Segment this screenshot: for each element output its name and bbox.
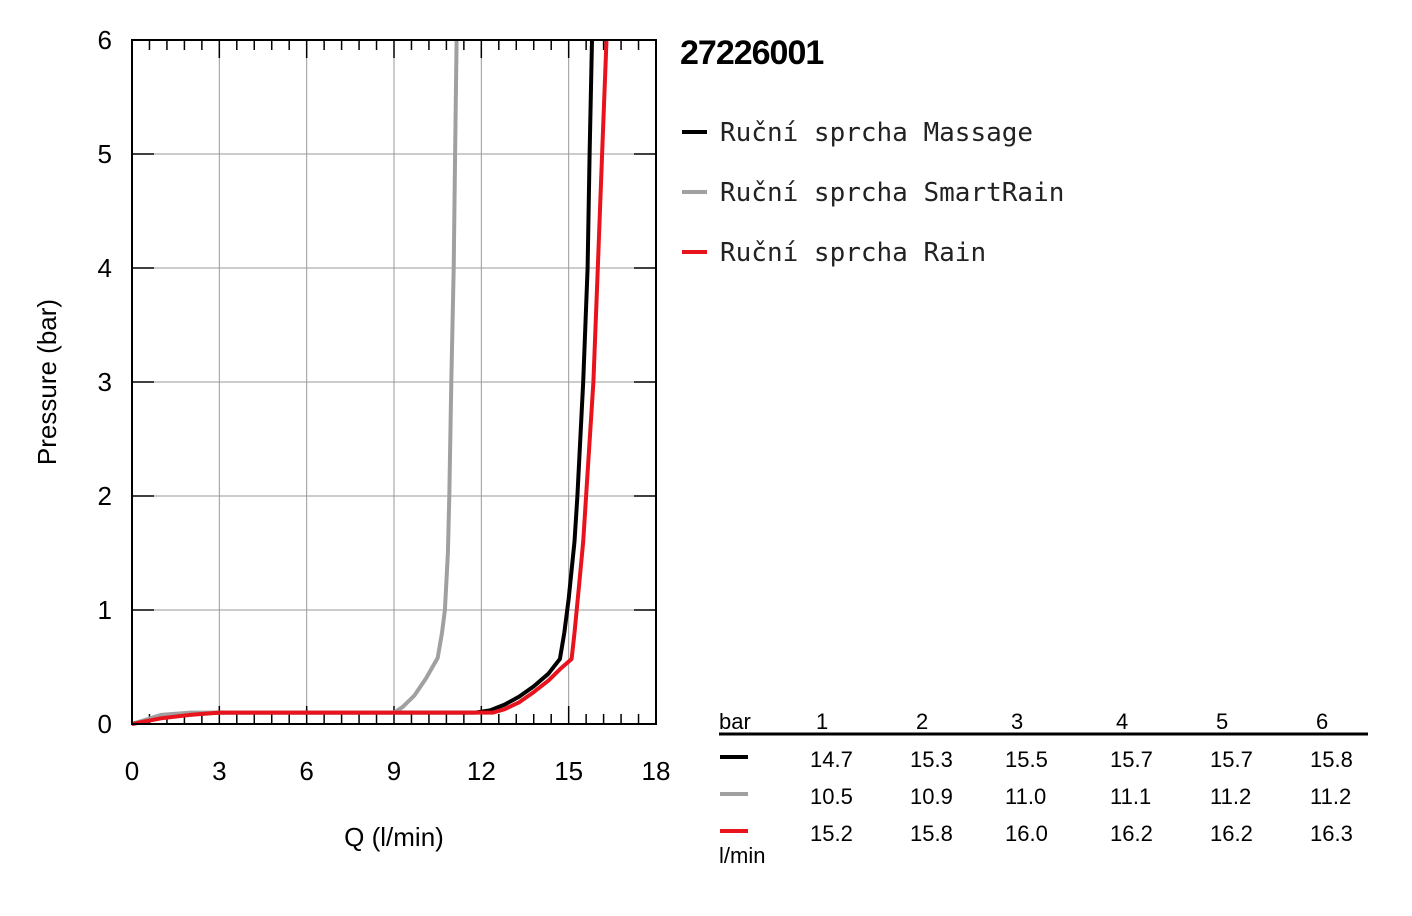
y-tick-label: 6 xyxy=(98,25,112,55)
table-cell: 10.5 xyxy=(810,784,853,809)
y-tick-label: 0 xyxy=(98,709,112,739)
table-cell: 16.2 xyxy=(1110,821,1153,846)
series-line xyxy=(131,39,609,726)
y-tick-label: 4 xyxy=(98,253,112,283)
table-column-header: 5 xyxy=(1216,709,1228,734)
legend-label: Ruční sprcha Massage xyxy=(720,118,1033,148)
table-cell: 10.9 xyxy=(910,784,953,809)
chart-title: 27226001 xyxy=(680,34,823,72)
y-tick-label: 5 xyxy=(98,139,112,169)
table-column-header: 4 xyxy=(1116,709,1128,734)
table-header-label: bar xyxy=(719,709,751,734)
table-cell: 11.0 xyxy=(1005,784,1046,809)
table-cell: 11.2 xyxy=(1210,784,1251,809)
x-tick-label: 0 xyxy=(125,756,139,786)
x-tick-label: 12 xyxy=(467,756,496,786)
table-cell: 15.2 xyxy=(810,821,853,846)
table-cell: 15.5 xyxy=(1005,747,1048,772)
table-cell: 15.8 xyxy=(1310,747,1353,772)
x-tick-label: 3 xyxy=(212,756,226,786)
table-cell: 15.8 xyxy=(910,821,953,846)
table-column-header: 2 xyxy=(916,709,928,734)
legend-label: Ruční sprcha SmartRain xyxy=(720,178,1064,208)
y-tick-label: 1 xyxy=(98,595,112,625)
legend-label: Ruční sprcha Rain xyxy=(720,238,986,268)
x-axis-label: Q (l/min) xyxy=(344,822,444,852)
y-tick-label: 3 xyxy=(98,367,112,397)
x-tick-labels: 0 3 6 9 12 15 18 xyxy=(125,756,671,786)
table-cell: 15.7 xyxy=(1110,747,1153,772)
table-cell: 16.0 xyxy=(1005,821,1048,846)
table-column-header: 1 xyxy=(816,709,828,734)
x-tick-label: 6 xyxy=(299,756,313,786)
table-cell: 15.3 xyxy=(910,747,953,772)
series-lines xyxy=(131,39,609,726)
plot-frame xyxy=(131,39,657,725)
table-cell: 11.1 xyxy=(1110,784,1151,809)
table-cell: 16.2 xyxy=(1210,821,1253,846)
y-tick-label: 2 xyxy=(98,481,112,511)
legend: Ruční sprcha Massage Ruční sprcha SmartRa… xyxy=(682,118,1064,268)
flow-table: bar 1 2 3 4 5 6 14.7 15.3 15.5 15.7 15.7 15.8 10.5 10.… xyxy=(719,709,1368,868)
table-unit-label: l/min xyxy=(719,843,765,868)
y-tick-labels: 0 1 2 3 4 5 6 xyxy=(98,25,112,739)
x-tick-label: 9 xyxy=(387,756,401,786)
table-cell: 14.7 xyxy=(810,747,853,772)
table-cell: 15.7 xyxy=(1210,747,1253,772)
x-tick-label: 15 xyxy=(554,756,583,786)
table-column-header: 3 xyxy=(1011,709,1023,734)
grid xyxy=(132,40,656,724)
table-column-header: 6 xyxy=(1316,709,1328,734)
y-axis-label: Pressure (bar) xyxy=(32,299,62,465)
table-cell: 16.3 xyxy=(1310,821,1353,846)
table-cell: 11.2 xyxy=(1310,784,1351,809)
x-tick-label: 18 xyxy=(642,756,671,786)
